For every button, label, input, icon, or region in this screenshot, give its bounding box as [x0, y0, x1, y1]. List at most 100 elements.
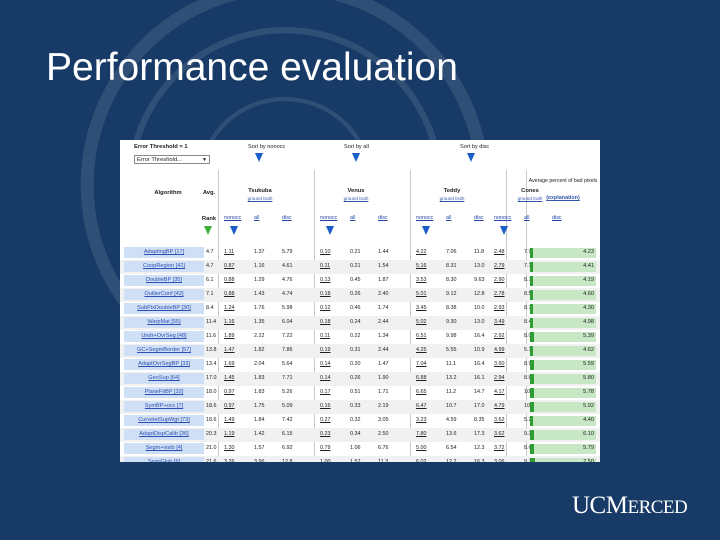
- column-header-all[interactable]: all: [446, 215, 452, 221]
- avg-percent-value: 5.78: [583, 389, 594, 395]
- algorithm-link[interactable]: Undr+OvrSeg [48]: [124, 331, 204, 342]
- table-row: GeoSup [64] 17.0 1.45 1.83 7.71 0.14 0.26 1.90 6…: [120, 372, 600, 386]
- sort-disc-arrow-icon[interactable]: [467, 153, 475, 162]
- column-header-nonocc[interactable]: nonocc: [416, 215, 434, 221]
- error-value: 0.22: [350, 333, 361, 339]
- avg-rank: 8.4: [206, 305, 214, 311]
- avg-rank: 4.7: [206, 263, 214, 269]
- error-value: 3.96: [254, 459, 265, 462]
- avg-percent-value: 4.41: [583, 263, 594, 269]
- error-value: 7.42: [282, 417, 293, 423]
- avg-rank: 6.1: [206, 277, 214, 283]
- avg-percent-bar-bg: [530, 276, 596, 286]
- column-header-nonocc[interactable]: nonocc: [320, 215, 338, 221]
- column-header-disc[interactable]: disc: [474, 215, 484, 221]
- avg-percent-bar-bg: [530, 444, 596, 454]
- sort-arrow-icon[interactable]: [230, 226, 238, 235]
- algorithm-link[interactable]: OutlierConf [42]: [124, 289, 204, 300]
- avg-percent-bar: [530, 388, 534, 398]
- algorithm-link[interactable]: CoopRegion [41]: [124, 261, 204, 272]
- error-value: 0.46: [350, 305, 361, 311]
- average-percent-header: Average percent of bad pixels: [528, 178, 598, 184]
- error-value: 5.01: [416, 291, 427, 297]
- column-header-disc[interactable]: disc: [378, 215, 388, 221]
- algorithm-link[interactable]: GeoSup [64]: [124, 373, 204, 384]
- error-value: 1.11: [224, 249, 235, 255]
- error-value: 10.7: [524, 403, 535, 409]
- table-row: Segm+visib [4] 21.0 1.30 1.57 6.92 0.79 1.06 6.…: [120, 442, 600, 456]
- algorithm-link[interactable]: DoubleBP [35]: [124, 275, 204, 286]
- error-value: 11.1: [446, 361, 457, 367]
- algorithm-link[interactable]: AdaptingBP [17]: [124, 247, 204, 258]
- error-value: 1.35: [254, 319, 265, 325]
- algorithm-link[interactable]: SemiGlob [6]: [124, 457, 204, 462]
- error-value: 0.11: [320, 333, 331, 339]
- error-value: 0.31: [350, 347, 361, 353]
- explanation-link[interactable]: (explanation): [546, 195, 580, 201]
- error-value: 8.47: [524, 319, 535, 325]
- algorithm-link[interactable]: SubPixDoubleBP [30]: [124, 303, 204, 314]
- error-value: 6.02: [416, 459, 427, 462]
- ground-truth-link[interactable]: ground truth: [343, 196, 369, 201]
- avg-rank: 21.6: [206, 459, 217, 462]
- column-header-all[interactable]: all: [524, 215, 530, 221]
- error-value: 1.69: [224, 361, 235, 367]
- avg-percent-bar-bg: [530, 262, 596, 272]
- error-value: 6.51: [416, 333, 427, 339]
- table-row: CurveletSupWgt [73] 18.6 1.49 1.84 7.42 0.27 0…: [120, 414, 600, 428]
- error-value: 3.06: [494, 459, 505, 462]
- error-value: 1.47: [378, 361, 389, 367]
- uc-merced-logo: UCMERCED: [572, 492, 688, 520]
- algorithm-link[interactable]: SymBP+occ [7]: [124, 401, 204, 412]
- error-value: 4.59: [446, 417, 457, 423]
- slide-title: Performance evaluation: [46, 46, 458, 89]
- algorithm-link[interactable]: GC+SegmBorder [57]: [124, 345, 204, 356]
- error-value: 0.24: [350, 319, 361, 325]
- column-header-nonocc[interactable]: nonocc: [224, 215, 242, 221]
- error-value: 1.82: [254, 347, 265, 353]
- rank-sort-arrow-icon[interactable]: [204, 226, 212, 235]
- error-value: 13.0: [474, 263, 485, 269]
- ground-truth-link[interactable]: ground truth: [439, 196, 465, 201]
- error-value: 6.15: [282, 431, 293, 437]
- column-header-all[interactable]: all: [350, 215, 356, 221]
- sort-nonocc-arrow-icon[interactable]: [255, 153, 263, 162]
- ground-truth-link[interactable]: ground truth: [517, 196, 543, 201]
- error-value: 7.18: [524, 263, 535, 269]
- logo-m: M: [605, 492, 628, 519]
- algorithm-link[interactable]: AdaptDispCalib [36]: [124, 429, 204, 440]
- algorithm-link[interactable]: PlaneFitBP [32]: [124, 387, 204, 398]
- error-threshold-select[interactable]: Error Threshold... ▼: [134, 155, 210, 164]
- error-value: 2.79: [494, 263, 505, 269]
- error-value: 8.73: [524, 305, 535, 311]
- algorithm-link[interactable]: CurveletSupWgt [73]: [124, 415, 204, 426]
- avg-rank: 21.0: [206, 445, 217, 451]
- column-header-disc[interactable]: disc: [552, 215, 562, 221]
- error-value: 13.2: [446, 375, 457, 381]
- sort-arrow-icon[interactable]: [326, 226, 334, 235]
- sort-all-arrow-icon[interactable]: [352, 153, 360, 162]
- error-value: 0.88: [224, 291, 235, 297]
- logo-rest: ERCED: [627, 497, 688, 518]
- error-value: 0.88: [224, 277, 235, 283]
- sort-arrow-icon[interactable]: [500, 226, 508, 235]
- avg-rank: 18.6: [206, 417, 217, 423]
- column-header-nonocc[interactable]: nonocc: [494, 215, 512, 221]
- error-value: 11.8: [474, 249, 485, 255]
- algorithm-link[interactable]: Segm+visib [4]: [124, 443, 204, 454]
- error-value: 2.92: [494, 333, 505, 339]
- avg-percent-bar-bg: [530, 402, 596, 412]
- error-value: 1.75: [254, 403, 265, 409]
- column-header-all[interactable]: all: [254, 215, 260, 221]
- ground-truth-link[interactable]: ground truth: [247, 196, 273, 201]
- avg-percent-value: 4.19: [583, 277, 594, 283]
- sort-label-all: Sort by all: [344, 144, 369, 150]
- algorithm-link[interactable]: WarpMat [55]: [124, 317, 204, 328]
- algorithm-link[interactable]: AdaptOvrSegBP [33]: [124, 359, 204, 370]
- sort-arrow-icon[interactable]: [422, 226, 430, 235]
- avg-percent-value: 5.92: [583, 403, 594, 409]
- error-value: 0.51: [350, 389, 361, 395]
- avg-rank: 13.8: [206, 347, 217, 353]
- column-header-disc[interactable]: disc: [282, 215, 292, 221]
- error-value: 5.16: [416, 263, 427, 269]
